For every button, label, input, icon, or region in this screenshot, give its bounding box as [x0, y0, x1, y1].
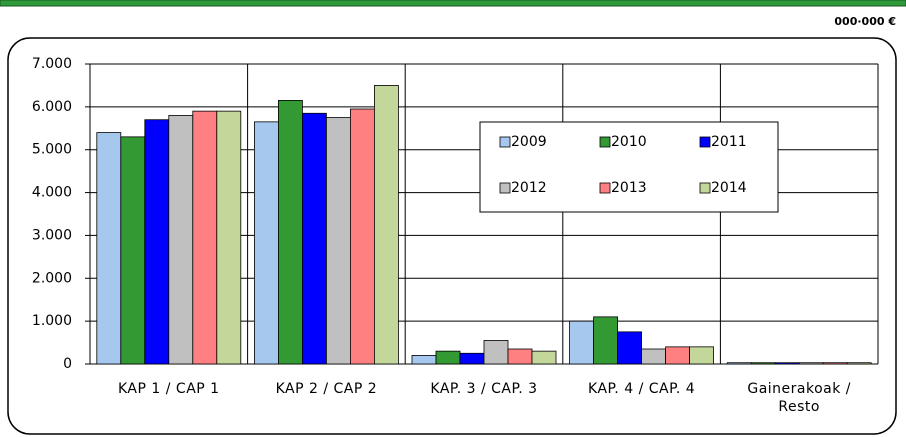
legend-swatch: [499, 182, 511, 194]
legend-swatch: [599, 136, 611, 148]
y-tick-label: 3.000: [32, 227, 72, 243]
legend-label: 2009: [511, 134, 547, 150]
bar: [593, 316, 618, 365]
bar: [665, 346, 690, 365]
bar: [435, 350, 461, 365]
legend-label: 2014: [711, 180, 747, 196]
x-tick-label: KAP 1 / CAP 1: [118, 381, 220, 397]
bar: [641, 348, 666, 365]
legend-swatch: [499, 136, 511, 148]
y-tick-label: 5.000: [32, 142, 72, 158]
bar: [168, 115, 194, 365]
bar: [277, 100, 303, 365]
bar: [301, 112, 327, 365]
bar: [531, 350, 557, 365]
bar: [216, 110, 242, 365]
legend-box: [479, 121, 779, 213]
bar: [822, 362, 848, 365]
bar: [507, 348, 533, 365]
legend-swatch: [599, 182, 611, 194]
unit-label: 000·000 €: [834, 15, 896, 28]
bar: [192, 110, 218, 365]
legend-swatch: [699, 136, 711, 148]
y-tick-label: 2.000: [32, 270, 72, 286]
bar: [253, 121, 279, 365]
y-tick-label: 1.000: [32, 313, 72, 329]
bar: [689, 346, 714, 365]
legend-label: 2013: [611, 180, 647, 196]
bar: [846, 362, 872, 365]
bar: [459, 352, 485, 365]
bar: [750, 362, 776, 365]
bar: [774, 362, 800, 365]
legend-label: 2010: [611, 134, 647, 150]
bar: [617, 331, 642, 365]
bar: [483, 340, 509, 365]
y-tick-label: 6.000: [32, 99, 72, 115]
bar: [96, 132, 122, 365]
bar: [349, 108, 375, 365]
x-tick-label: KAP 2 / CAP 2: [275, 381, 378, 397]
bar: [120, 136, 146, 365]
y-tick-label: 4.000: [32, 185, 72, 201]
bar: [325, 117, 351, 365]
y-tick-label: 0: [63, 356, 72, 372]
y-tick-label: 7.000: [32, 56, 72, 72]
bar: [373, 85, 399, 365]
bar: [726, 362, 752, 365]
top-banner: [0, 0, 906, 7]
x-tick-label: KAP. 4 / CAP. 4: [588, 381, 696, 397]
x-tick-label: KAP. 3 / CAP. 3: [430, 381, 538, 397]
legend-label: 2012: [511, 180, 547, 196]
legend-label: 2011: [711, 134, 747, 150]
bar: [411, 355, 437, 365]
bar: [569, 320, 594, 365]
bar: [798, 362, 824, 365]
x-tick-label: Gainerakoak / Resto: [747, 381, 852, 415]
legend-swatch: [699, 182, 711, 194]
bar: [144, 119, 170, 365]
